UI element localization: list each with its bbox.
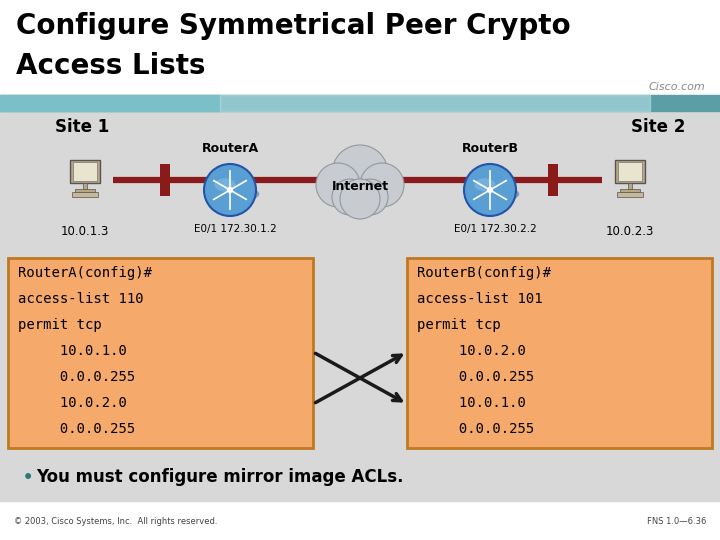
Text: •: • — [22, 468, 35, 488]
FancyBboxPatch shape — [70, 160, 100, 184]
Text: E0/1 172.30.2.2: E0/1 172.30.2.2 — [454, 224, 536, 234]
Bar — [220, 95, 650, 111]
Ellipse shape — [204, 164, 256, 216]
Bar — [0, 0, 720, 95]
Text: Cisco.com: Cisco.com — [648, 82, 705, 92]
Text: 0.0.0.255: 0.0.0.255 — [18, 422, 135, 436]
Text: RouterA(config)#: RouterA(config)# — [18, 266, 152, 280]
FancyBboxPatch shape — [618, 192, 643, 198]
Ellipse shape — [464, 186, 519, 202]
Text: 10.0.1.3: 10.0.1.3 — [60, 225, 109, 238]
Bar — [75, 189, 95, 192]
Circle shape — [487, 187, 493, 193]
Ellipse shape — [204, 186, 259, 202]
Ellipse shape — [464, 164, 516, 216]
Text: RouterB(config)#: RouterB(config)# — [417, 266, 551, 280]
Bar — [0, 503, 720, 540]
FancyBboxPatch shape — [618, 163, 642, 180]
Text: 0.0.0.255: 0.0.0.255 — [18, 370, 135, 384]
FancyBboxPatch shape — [73, 192, 98, 198]
Circle shape — [332, 145, 388, 201]
Text: 0.0.0.255: 0.0.0.255 — [417, 422, 534, 436]
Text: FNS 1.0—6.36: FNS 1.0—6.36 — [647, 516, 706, 525]
FancyBboxPatch shape — [8, 258, 313, 448]
Ellipse shape — [215, 178, 235, 191]
Text: 0.0.0.255: 0.0.0.255 — [417, 370, 534, 384]
Text: 10.0.2.0: 10.0.2.0 — [18, 396, 127, 410]
FancyBboxPatch shape — [407, 258, 712, 448]
Text: Access Lists: Access Lists — [16, 52, 205, 80]
Bar — [0, 111, 720, 501]
Text: 10.0.1.0: 10.0.1.0 — [417, 396, 526, 410]
Bar — [0, 95, 720, 111]
Bar — [628, 184, 632, 189]
Text: access-list 101: access-list 101 — [417, 292, 543, 306]
FancyBboxPatch shape — [73, 163, 96, 180]
Text: Site 2: Site 2 — [631, 118, 685, 136]
Circle shape — [316, 163, 360, 207]
Bar — [620, 189, 640, 192]
FancyBboxPatch shape — [615, 160, 645, 184]
Bar — [0, 95, 220, 111]
Circle shape — [332, 179, 368, 215]
Text: E0/1 172.30.1.2: E0/1 172.30.1.2 — [194, 224, 276, 234]
Text: Configure Symmetrical Peer Crypto: Configure Symmetrical Peer Crypto — [16, 12, 571, 40]
Text: © 2003, Cisco Systems, Inc.  All rights reserved.: © 2003, Cisco Systems, Inc. All rights r… — [14, 516, 217, 525]
Bar — [83, 184, 87, 189]
Text: 10.0.2.3: 10.0.2.3 — [606, 225, 654, 238]
Circle shape — [227, 187, 233, 193]
Text: permit tcp: permit tcp — [18, 318, 102, 332]
Text: RouterB: RouterB — [462, 142, 518, 155]
Text: Site 1: Site 1 — [55, 118, 109, 136]
Text: access-list 110: access-list 110 — [18, 292, 143, 306]
Text: 10.0.1.0: 10.0.1.0 — [18, 344, 127, 358]
Text: 10.0.2.0: 10.0.2.0 — [417, 344, 526, 358]
Circle shape — [360, 163, 404, 207]
Text: Internet: Internet — [331, 180, 389, 193]
Circle shape — [352, 179, 388, 215]
Text: RouterA: RouterA — [202, 142, 258, 155]
Circle shape — [340, 179, 380, 219]
Text: permit tcp: permit tcp — [417, 318, 500, 332]
Text: You must configure mirror image ACLs.: You must configure mirror image ACLs. — [36, 468, 403, 486]
Ellipse shape — [474, 178, 495, 191]
